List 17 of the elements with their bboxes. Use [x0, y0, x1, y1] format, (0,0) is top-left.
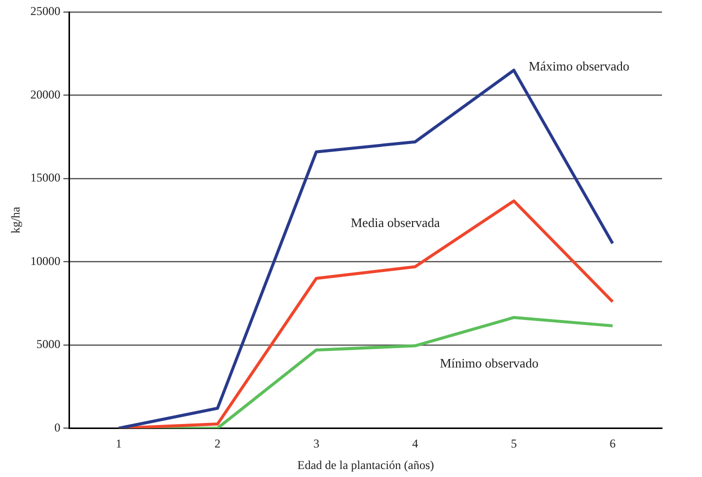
- series-label: Máximo observado: [528, 58, 630, 74]
- x-tick-label: 1: [116, 436, 122, 451]
- y-tick-label: 15000: [30, 170, 60, 185]
- y-tick-label: 0: [54, 420, 60, 434]
- series-label: Media observada: [350, 214, 440, 230]
- x-tick-label: 3: [313, 436, 320, 451]
- y-tick-label: 10000: [30, 254, 60, 268]
- x-tick-label: 4: [412, 436, 418, 451]
- y-tick-label: 20000: [30, 87, 60, 102]
- x-tick-label: 2: [214, 436, 221, 451]
- x-tick-label: 6: [610, 436, 616, 451]
- x-tick-label: 5: [510, 436, 517, 451]
- x-axis-title: Edad de la plantación (años): [297, 458, 434, 472]
- series-label: Mínimo observado: [440, 356, 538, 371]
- y-tick-label: 5000: [36, 337, 60, 352]
- y-tick-label: 25000: [30, 4, 60, 18]
- y-axis-title: kg/ha: [8, 206, 22, 234]
